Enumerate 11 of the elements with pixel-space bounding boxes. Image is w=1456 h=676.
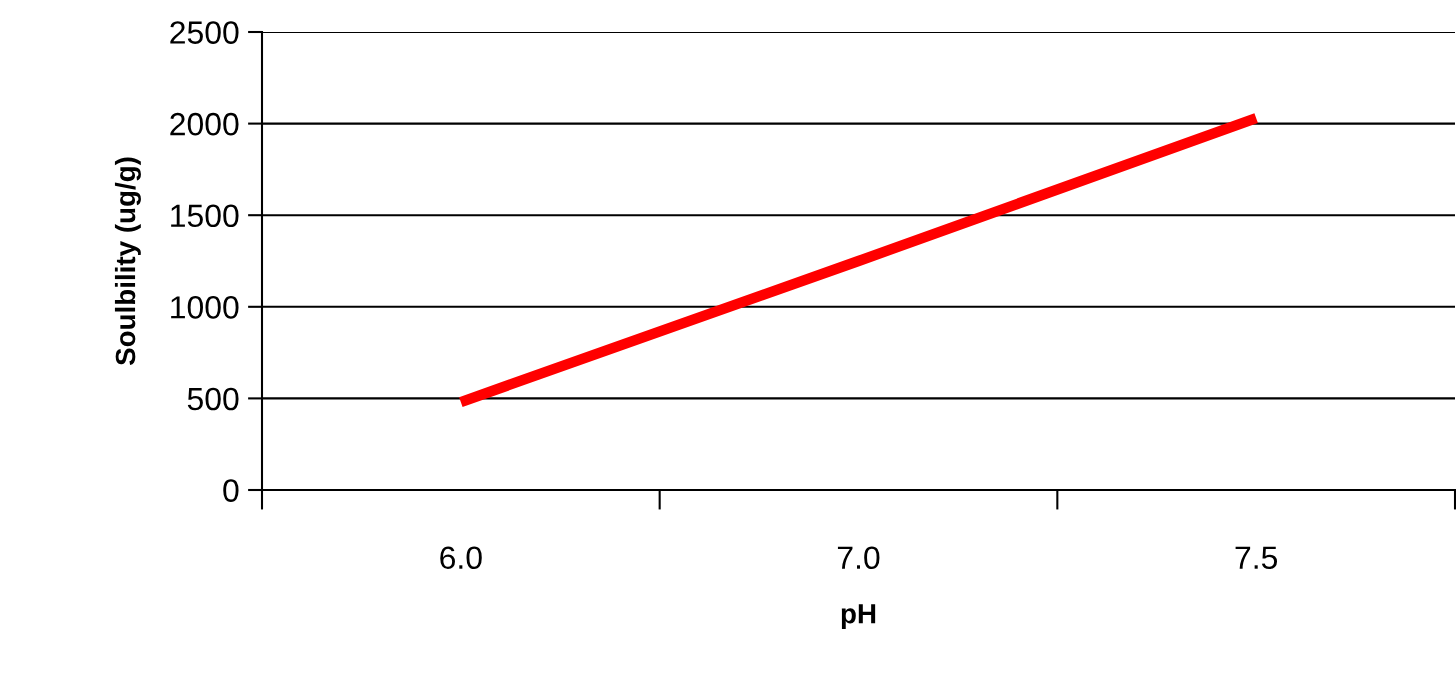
y-tick-label: 1000 — [171, 296, 239, 319]
x-tick-label: 7.0 — [837, 546, 880, 570]
y-tick-label: 0 — [223, 479, 239, 502]
y-axis-title: Soulbility (ug/g) — [114, 157, 141, 366]
x-axis-title: pH — [841, 604, 876, 630]
y-tick-label: 1500 — [171, 204, 239, 228]
y-tick-label: 500 — [187, 387, 239, 411]
x-tick-label: 7.5 — [1235, 546, 1278, 570]
x-tick-label: 6.0 — [440, 546, 482, 570]
y-tick-label: 2000 — [170, 112, 239, 136]
y-tick-label: 2500 — [170, 21, 239, 44]
